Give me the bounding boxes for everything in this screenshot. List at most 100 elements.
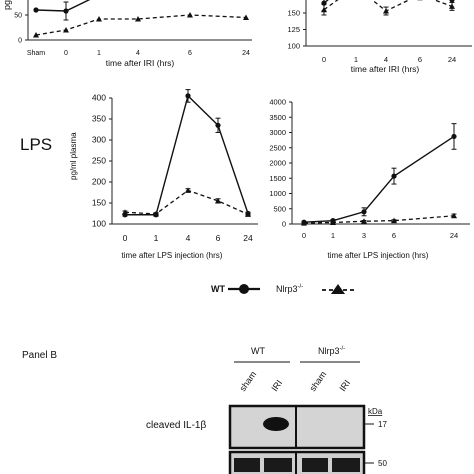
- x-tick-label: 6: [392, 231, 396, 240]
- ko-data-point: [122, 209, 128, 215]
- x-tick-label: 3: [362, 231, 366, 240]
- wt-series-line: [125, 94, 249, 216]
- y-tick-label: 100: [287, 42, 300, 51]
- legend-wt-label: WT: [211, 284, 225, 294]
- x-tick-label: 1: [354, 55, 358, 64]
- ko-data-point: [449, 3, 455, 9]
- legend: WT Nlrp3-/-: [211, 284, 354, 294]
- ko-data-point: [243, 14, 249, 20]
- x-tick-label: 6: [418, 55, 422, 64]
- wt-data-point: [185, 93, 191, 99]
- y-tick-label: 2000: [269, 159, 286, 168]
- x-tick-label: 1: [97, 50, 101, 57]
- y-tick-label: 0: [282, 220, 286, 229]
- iri-right-xlabel: time after IRI (hrs): [351, 64, 420, 74]
- y-tick-label: 4000: [269, 98, 286, 107]
- ko-data-point: [33, 32, 39, 38]
- x-tick-label: 24: [242, 50, 250, 57]
- blot-band-loading: [264, 458, 292, 472]
- legend-ko-marker: [331, 284, 345, 294]
- y-tick-label: 150: [287, 9, 300, 18]
- y-tick-label: 400: [92, 93, 106, 103]
- lps-left-ylabel: pg/ml plasma: [69, 132, 78, 180]
- lps-left-xlabel: time after LPS injection (hrs): [122, 251, 223, 260]
- blot-lane-label: IRI: [337, 378, 352, 393]
- blot-band-loading: [302, 458, 328, 472]
- ko-series-line: [323, 0, 453, 12]
- wt-data-point: [215, 122, 221, 128]
- y-tick-label: 3000: [269, 128, 286, 137]
- x-tick-label: 24: [448, 55, 456, 64]
- ko-series-line: [124, 189, 249, 215]
- blot-band-loading: [332, 458, 360, 472]
- iri-left-xlabel: time after IRI (hrs): [106, 58, 175, 68]
- x-tick-label: Sham: [27, 50, 45, 57]
- ko-data-point: [321, 6, 327, 13]
- ko-data-point: [391, 217, 397, 224]
- iri-left-ylabel: pg: [2, 0, 12, 10]
- ko-data-point: [185, 187, 191, 193]
- ko-series-line: [303, 215, 455, 224]
- lps-right-chart: time after LPS injection (hrs) 4000 3 500 3…: [269, 98, 470, 260]
- blot-band-iri-wt: [263, 417, 289, 431]
- x-tick-label: 4: [186, 233, 191, 243]
- x-tick-label: 1: [331, 231, 335, 240]
- blot-band-label: cleaved IL-1β: [146, 420, 206, 431]
- ko-data-point: [135, 16, 141, 22]
- blot-kda-label: kDa: [368, 407, 383, 416]
- iri-right-chart: time after IRI (hrs) 175 150 125 100 0 1 4 6 24: [287, 0, 472, 74]
- y-tick-label: 1000: [269, 189, 286, 198]
- ko-series-line: [35, 14, 247, 36]
- x-tick-label: 0: [64, 50, 68, 57]
- blot-kda-markers: kDa 17 50: [364, 407, 387, 468]
- y-tick-label: 500: [273, 204, 286, 213]
- lps-row-label: LPS: [20, 135, 52, 154]
- panel-b-label: Panel B: [22, 350, 57, 361]
- blot-group-headers: WT Nlrp3-/-: [234, 346, 360, 363]
- wt-data-point: [391, 173, 397, 179]
- blot-image: [228, 404, 366, 474]
- x-tick-label: 24: [450, 231, 458, 240]
- wt-series-line: [35, 0, 91, 12]
- lps-left-chart: pg/ml plasma time after LPS injection (h…: [69, 89, 258, 260]
- blot-lane-label: sham: [237, 369, 258, 393]
- wt-data-point: [449, 0, 455, 3]
- blot-lane-labels: sham IRI sham IRI: [237, 369, 352, 393]
- blot-band-loading: [234, 458, 260, 472]
- blot-group-wt: WT: [251, 346, 265, 356]
- wt-series-line: [303, 135, 455, 223]
- y-tick-label: 175: [287, 0, 300, 1]
- lps-right-xlabel: time after LPS injection (hrs): [328, 251, 429, 260]
- x-tick-label: 4: [384, 55, 388, 64]
- ko-data-point: [451, 212, 457, 219]
- x-tick-label: 0: [322, 55, 326, 64]
- blot-group-ko: Nlrp3-/-: [318, 346, 345, 356]
- ko-data-point: [215, 197, 221, 204]
- x-tick-label: 6: [188, 50, 192, 57]
- ko-data-point: [383, 8, 389, 14]
- blot-lane-label: sham: [307, 369, 328, 393]
- wt-data-point: [451, 133, 457, 140]
- y-tick-label: 2500: [269, 143, 286, 152]
- x-tick-label: 0: [302, 231, 306, 240]
- y-tick-label: 300: [92, 135, 106, 145]
- y-tick-label: 1500: [269, 174, 286, 183]
- legend-wt-marker: [239, 284, 249, 294]
- y-tick-label: 350: [92, 114, 106, 124]
- wt-data-point: [33, 7, 39, 13]
- ko-data-point: [245, 211, 251, 217]
- ko-data-point: [361, 218, 367, 224]
- x-tick-label: 6: [216, 233, 221, 243]
- y-tick-label: 200: [92, 177, 106, 187]
- ko-data-point: [301, 220, 307, 226]
- legend-ko-label: Nlrp3-/-: [276, 284, 303, 294]
- y-tick-label: 50: [14, 13, 22, 20]
- wt-series-line: [323, 0, 452, 4]
- blot-lane-label: IRI: [269, 378, 284, 393]
- ko-data-point: [187, 12, 193, 18]
- ko-data-point: [153, 210, 159, 217]
- blot-kda-50: 50: [378, 459, 387, 468]
- iri-left-chart: pg time after IRI (hrs) 50 0 Sham 0 1 4 6 24: [2, 0, 252, 68]
- blot-kda-17: 17: [378, 420, 387, 429]
